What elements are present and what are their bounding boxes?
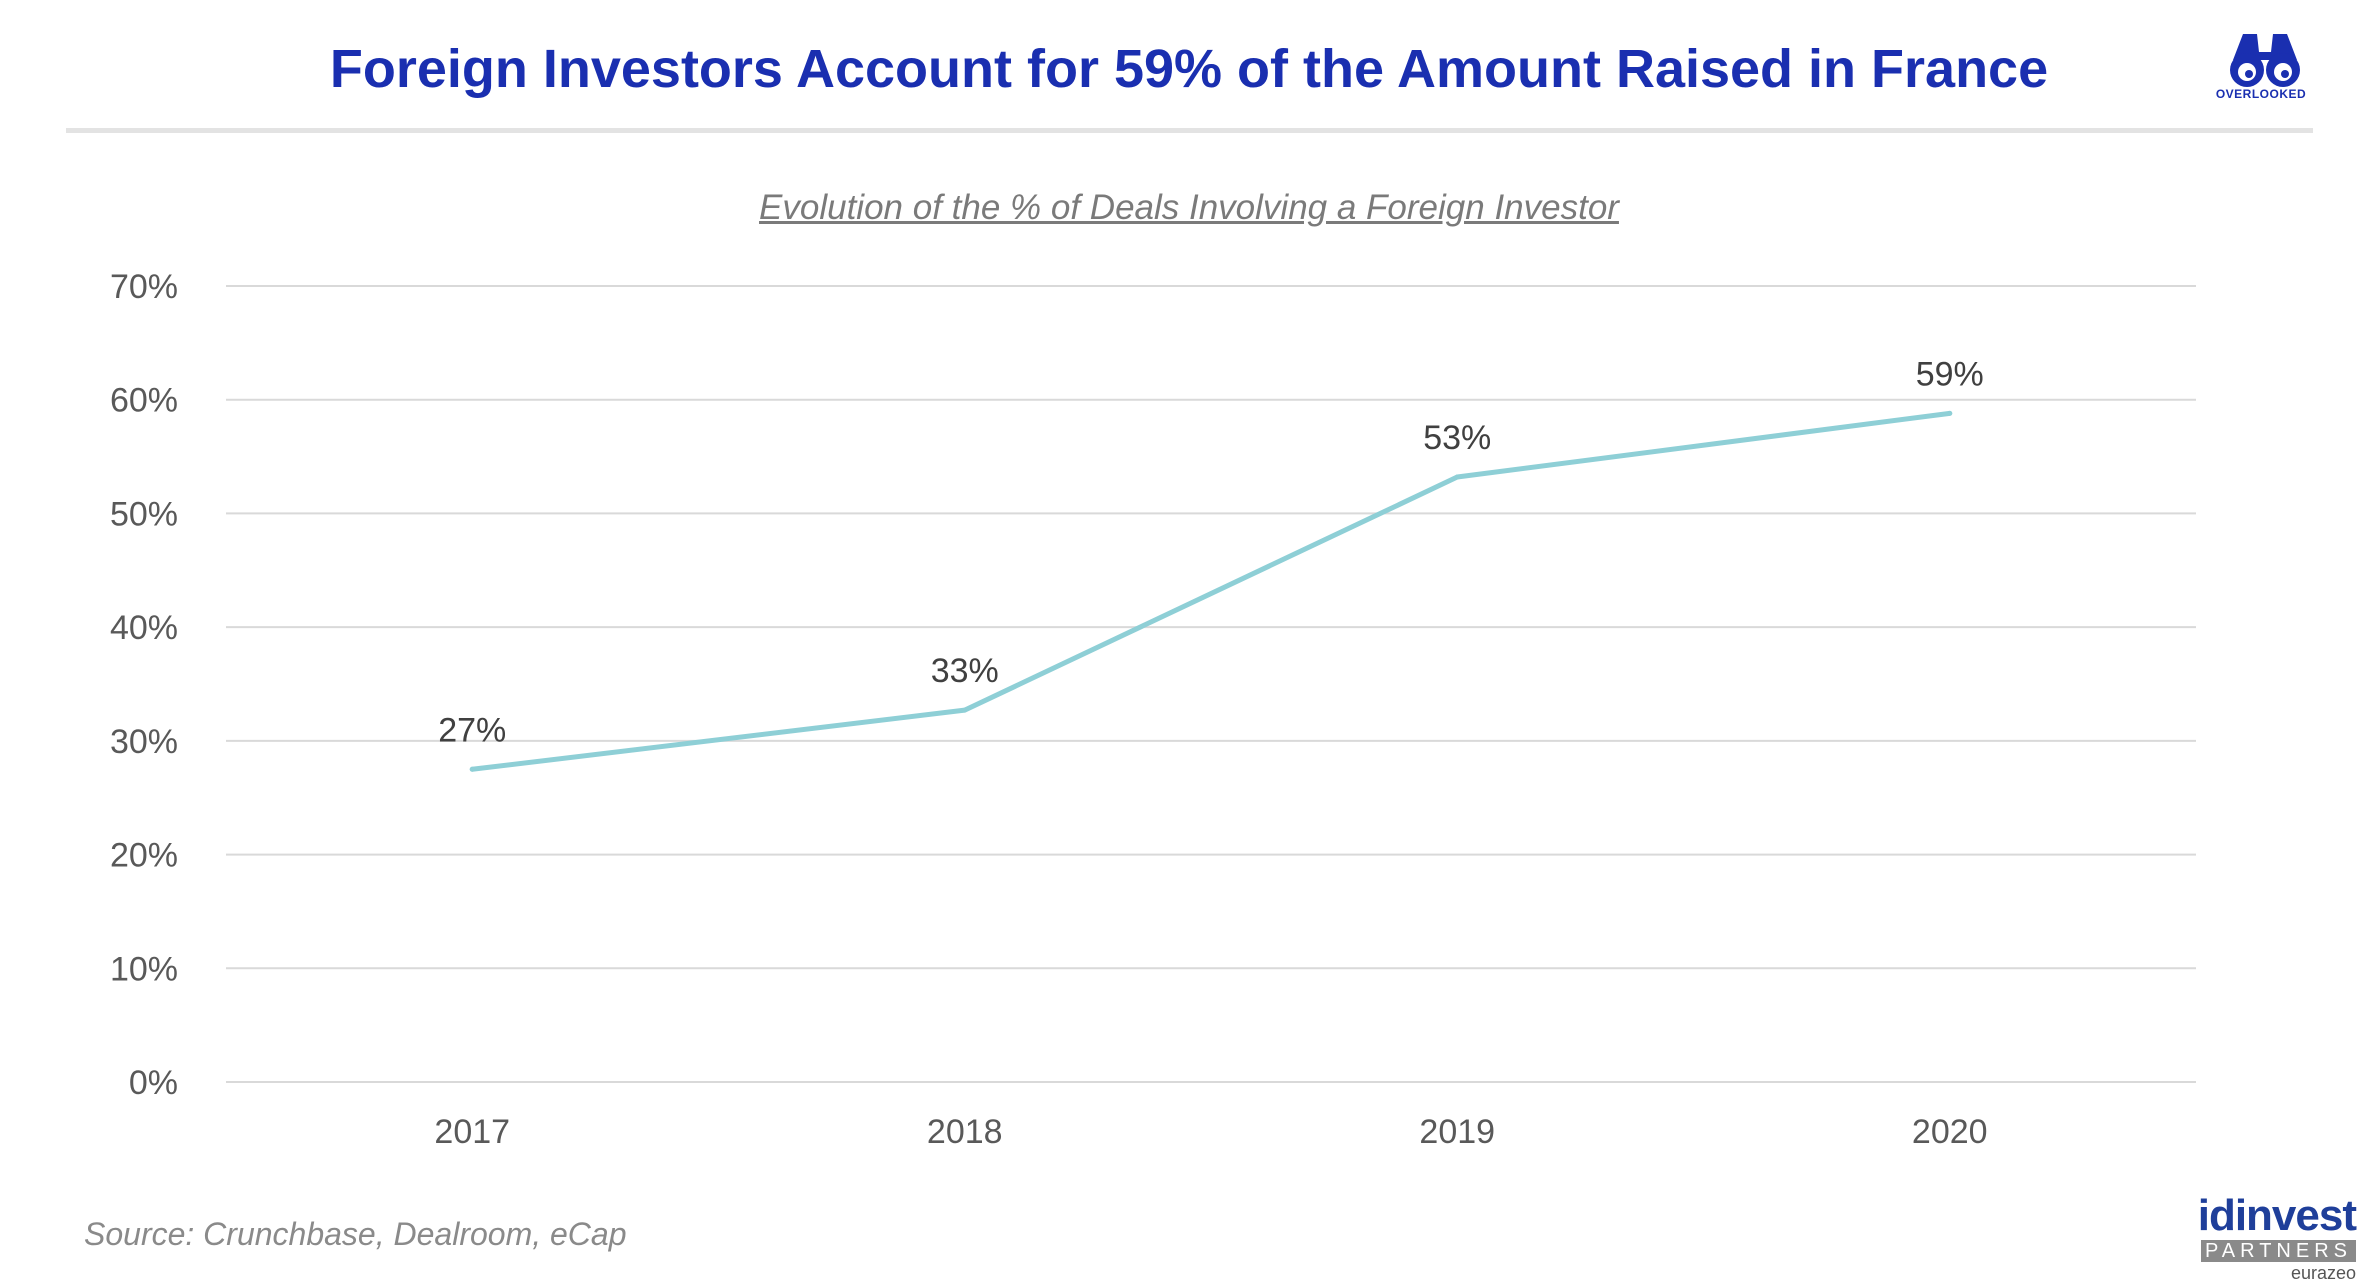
y-tick-label: 10%	[110, 950, 178, 988]
page-title: Foreign Investors Account for 59% of the…	[329, 39, 2049, 99]
y-tick-label: 50%	[110, 495, 178, 533]
x-tick-label: 2018	[927, 1113, 1003, 1151]
data-point	[469, 766, 475, 772]
y-tick-label: 20%	[110, 837, 178, 875]
partners-logo-text: PARTNERS	[2200, 1240, 2356, 1262]
x-tick-label: 2019	[1419, 1113, 1495, 1151]
eurazeo-logo-text: eurazeo	[2290, 1263, 2356, 1283]
y-tick-label: 0%	[129, 1064, 178, 1102]
data-label: 59%	[1916, 355, 1984, 393]
data-label: 27%	[438, 711, 506, 749]
data-labels: 27% 33% 53% 59%	[438, 355, 1984, 749]
series-line	[469, 410, 1953, 772]
title-divider	[66, 128, 2313, 133]
y-axis-tick-labels: 0% 10% 20% 30% 40% 50% 60% 70%	[110, 268, 178, 1102]
idinvest-logo: idinvest PARTNERS eurazeo	[2196, 1191, 2357, 1284]
source-note: Source: Crunchbase, Dealroom, eCap	[84, 1216, 627, 1252]
overlooked-logo-text: OVERLOOKED	[2215, 87, 2307, 101]
gridlines	[226, 285, 2196, 1083]
series-lines	[469, 410, 1953, 772]
data-label: 33%	[931, 652, 999, 690]
x-tick-label: 2017	[434, 1113, 510, 1151]
data-point	[962, 707, 968, 713]
data-point	[1947, 410, 1953, 416]
y-tick-label: 30%	[110, 723, 178, 761]
binoculars-logo-icon	[2230, 34, 2300, 87]
idinvest-logo-text: idinvest	[2197, 1191, 2357, 1240]
x-tick-label: 2020	[1912, 1113, 1988, 1151]
chart-title: Evolution of the % of Deals Involving a …	[759, 188, 1619, 227]
data-label: 53%	[1423, 419, 1491, 457]
data-point	[1454, 474, 1460, 480]
y-tick-label: 70%	[110, 268, 178, 306]
y-tick-label: 40%	[110, 609, 178, 647]
x-axis-tick-labels: 2017 2018 2019 2020	[434, 1113, 1987, 1151]
y-tick-label: 60%	[110, 382, 178, 420]
